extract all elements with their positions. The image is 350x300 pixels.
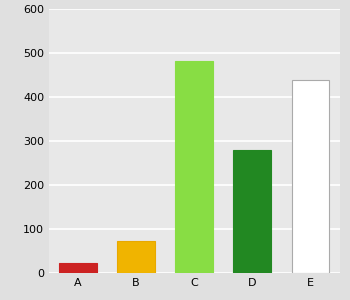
Bar	[233, 150, 271, 273]
Bar	[117, 241, 155, 273]
Bar	[59, 263, 97, 273]
Bar	[292, 80, 329, 273]
Bar	[175, 61, 213, 273]
